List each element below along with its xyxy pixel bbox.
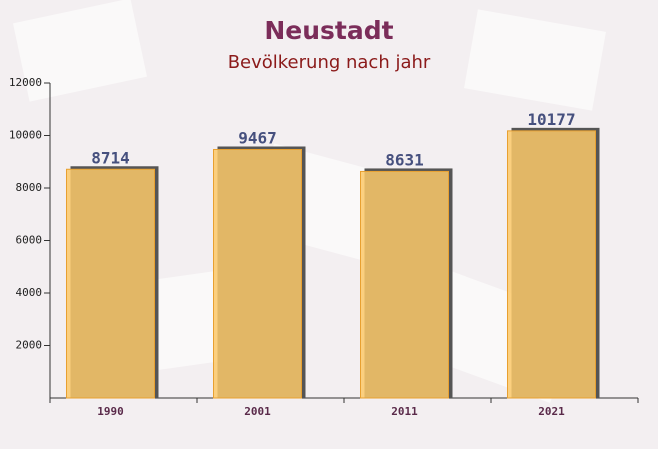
y-tick-label: 8000 [16, 181, 43, 194]
x-tick-label: 1990 [97, 405, 124, 418]
value-label: 8714 [91, 148, 130, 167]
y-tick-label: 6000 [16, 234, 43, 247]
y-tick-label: 4000 [16, 286, 43, 299]
value-label: 9467 [238, 128, 277, 147]
bar [507, 130, 596, 399]
value-label: 8631 [385, 150, 424, 169]
x-tick-label: 2011 [391, 405, 418, 418]
chart-subtitle: Bevölkerung nach jahr [228, 52, 431, 73]
x-tick-label: 2001 [244, 405, 271, 418]
value-label: 10177 [527, 110, 575, 129]
y-tick-label: 12000 [9, 76, 42, 89]
x-tick-label: 2021 [538, 405, 565, 418]
bar [213, 148, 302, 399]
bar [360, 170, 449, 399]
y-tick-label: 10000 [9, 129, 42, 142]
bar [66, 168, 155, 399]
chart-title: Neustadt [264, 16, 393, 45]
y-tick-label: 2000 [16, 339, 43, 352]
